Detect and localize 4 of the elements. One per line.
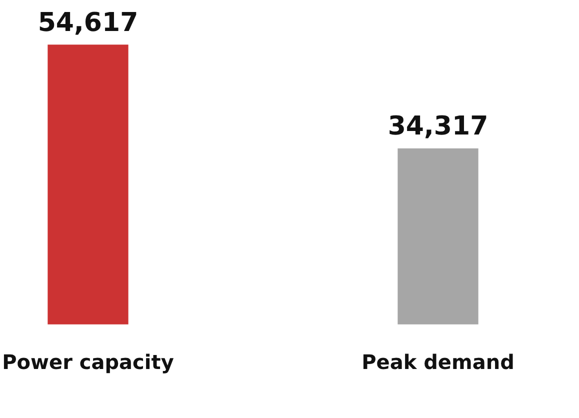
data-label: 54,617 bbox=[38, 8, 138, 38]
x-tick-label: Power capacity bbox=[2, 350, 174, 374]
x-tick-label: Peak demand bbox=[362, 350, 514, 374]
data-label: 34,317 bbox=[388, 111, 488, 142]
